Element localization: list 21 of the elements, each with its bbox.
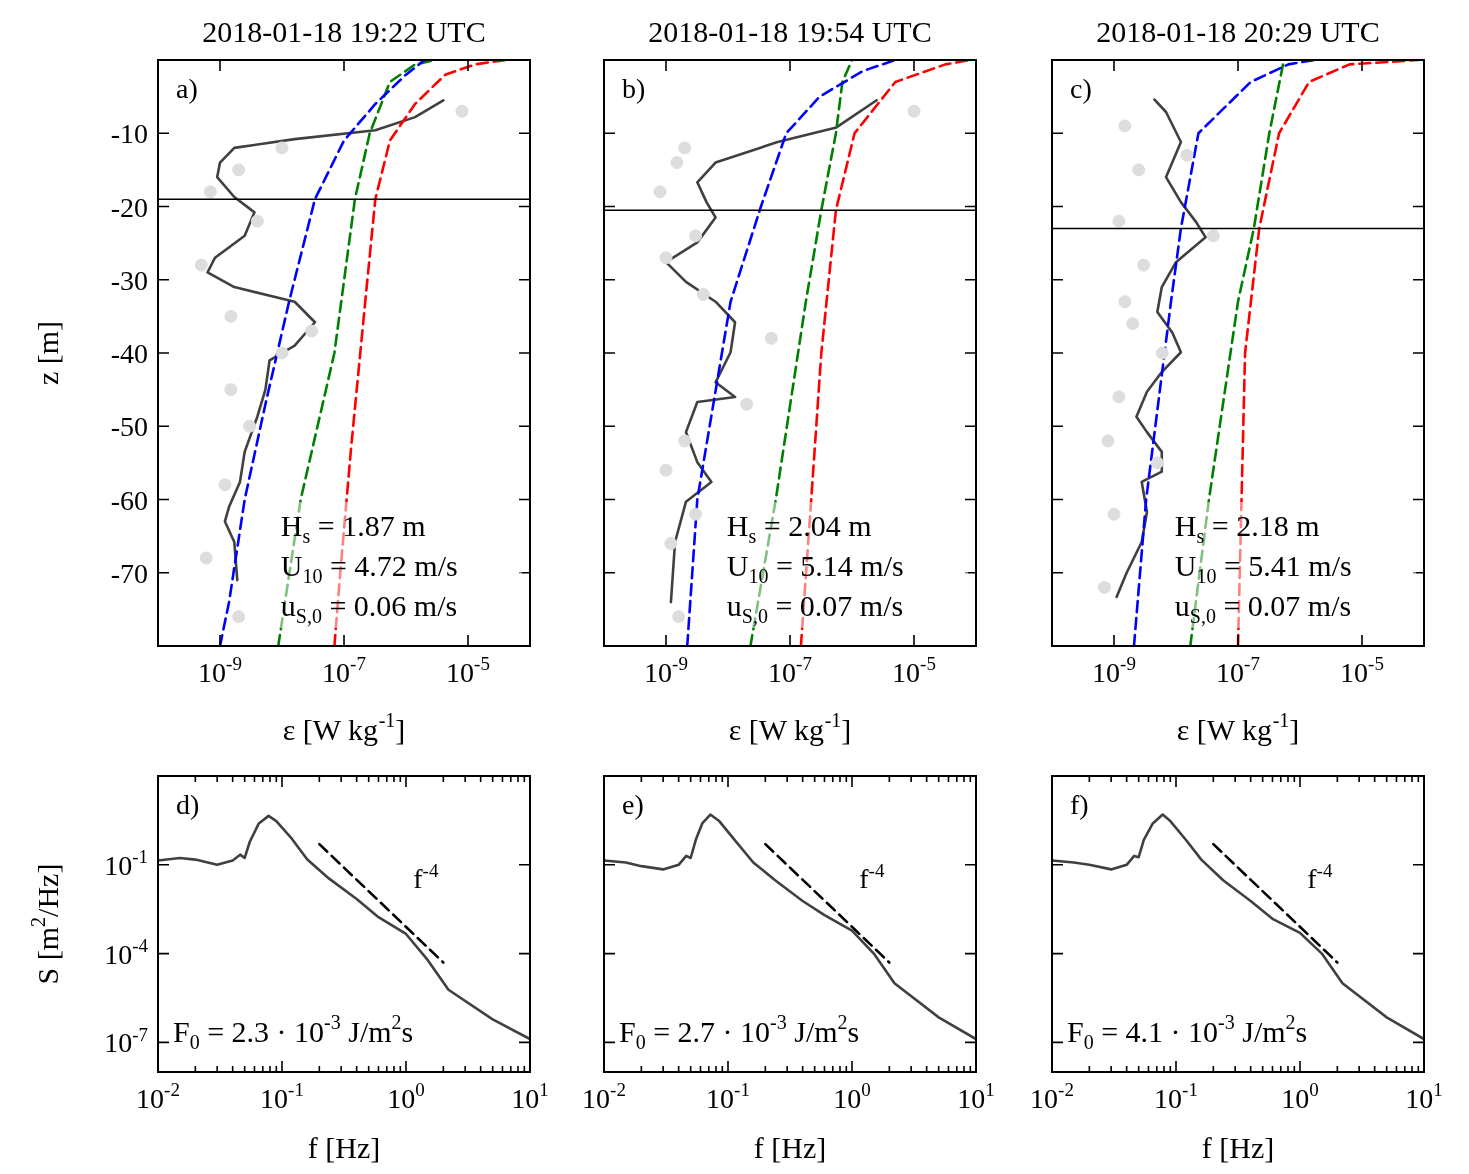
- annotation: e): [622, 789, 644, 820]
- annotation: a): [176, 73, 198, 104]
- x-axis-title: f [Hz]: [1201, 1131, 1275, 1164]
- annotation: c): [1070, 73, 1092, 104]
- chart-title: 2018-01-18 20:29 UTC: [1096, 15, 1380, 48]
- y-tick-label: -60: [110, 484, 148, 516]
- y-tick-label: -10: [110, 118, 148, 150]
- chart-title: 2018-01-18 19:22 UTC: [202, 15, 486, 48]
- chart-title: 2018-01-18 19:54 UTC: [648, 15, 932, 48]
- y-axis-title: z [m]: [31, 320, 64, 386]
- annotation: b): [622, 73, 646, 104]
- y-axis-title: S [m2/Hz]: [27, 863, 64, 985]
- y-tick-label: -70: [110, 557, 148, 589]
- y-tick-label: -50: [110, 411, 148, 443]
- y-tick-label: -30: [110, 264, 148, 296]
- x-axis-title: f [Hz]: [753, 1131, 827, 1164]
- annotation: d): [176, 789, 200, 820]
- y-tick-label: -20: [110, 191, 148, 223]
- y-tick-label: -40: [110, 338, 148, 369]
- annotation: f): [1070, 789, 1089, 820]
- x-axis-title: f [Hz]: [307, 1131, 381, 1164]
